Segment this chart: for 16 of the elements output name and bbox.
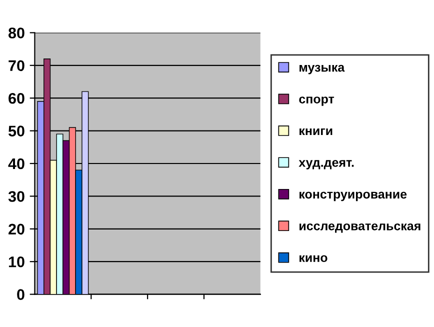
legend-label: музыка xyxy=(300,64,345,74)
y-tick-label: 20 xyxy=(8,224,24,235)
y-tick-label: 10 xyxy=(8,256,24,268)
y-tick-label: 30 xyxy=(8,191,24,202)
y-tick-label: 0 xyxy=(17,289,24,300)
y-tick-label: 50 xyxy=(8,126,24,136)
y-tick-label: 80 xyxy=(8,28,24,38)
legend-label: худ.деят. xyxy=(298,160,354,170)
legend-label: спорт xyxy=(299,96,334,106)
legend-label: конструирование xyxy=(300,192,407,202)
legend-label: книги xyxy=(300,128,332,136)
legend-label: кино xyxy=(300,255,328,262)
legend-label: исследовательская xyxy=(300,223,420,233)
y-tick-label: 60 xyxy=(8,92,24,104)
y-tick-label: 40 xyxy=(8,158,24,170)
y-tick-label: 70 xyxy=(8,60,24,72)
